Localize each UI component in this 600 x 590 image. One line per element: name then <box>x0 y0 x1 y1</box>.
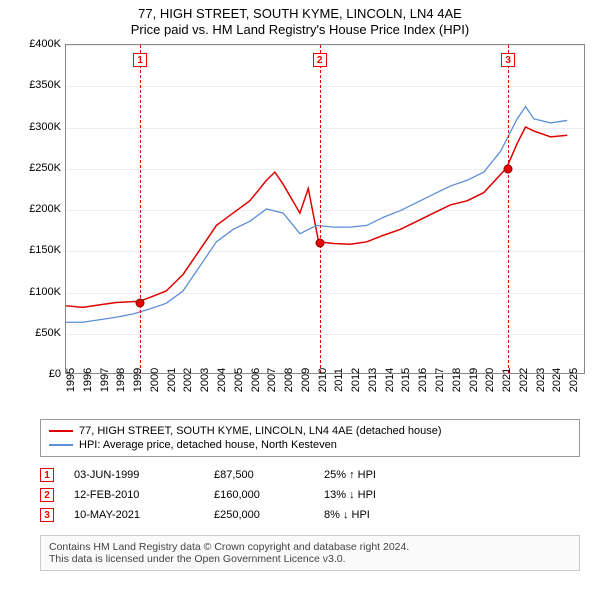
y-tick-label: £400K <box>11 38 61 50</box>
legend-label: 77, HIGH STREET, SOUTH KYME, LINCOLN, LN… <box>79 425 442 437</box>
y-tick-label: £300K <box>11 121 61 133</box>
legend-row: 77, HIGH STREET, SOUTH KYME, LINCOLN, LN… <box>49 424 571 438</box>
sale-diff: 8% ↓ HPI <box>324 509 424 521</box>
sales-marker-box: 1 <box>40 468 54 482</box>
y-tick-label: £200K <box>11 203 61 215</box>
plot-region: 1 2 3 <box>65 44 585 374</box>
sales-row: 3 10-MAY-2021 £250,000 8% ↓ HPI <box>40 505 580 525</box>
chart-area: 123 £0£50K£100K£150K£200K£250K£300K£350K… <box>35 44 595 414</box>
marker-line <box>320 45 321 373</box>
marker-dot <box>504 164 513 173</box>
marker-box: 1 <box>133 53 147 67</box>
footer-attribution: Contains HM Land Registry data © Crown c… <box>40 535 580 571</box>
line-series-svg <box>66 45 584 373</box>
marker-dot <box>315 239 324 248</box>
sales-row: 1 03-JUN-1999 £87,500 25% ↑ HPI <box>40 465 580 485</box>
marker-line <box>508 45 509 373</box>
sale-price: £160,000 <box>214 489 304 501</box>
legend-label: HPI: Average price, detached house, Nort… <box>79 439 337 451</box>
sales-marker-box: 2 <box>40 488 54 502</box>
marker-box: 3 <box>501 53 515 67</box>
sales-table: 1 03-JUN-1999 £87,500 25% ↑ HPI 2 12-FEB-2010… <box>40 465 580 525</box>
title-subtitle: Price paid vs. HM Land Registry's House … <box>0 22 600 37</box>
legend-swatch <box>49 430 73 432</box>
legend: 77, HIGH STREET, SOUTH KYME, LINCOLN, LN… <box>40 419 580 457</box>
title-block: 77, HIGH STREET, SOUTH KYME, LINCOLN, LN… <box>0 0 600 39</box>
x-tick-label: 2025 <box>568 368 600 392</box>
y-tick-label: £100K <box>11 286 61 298</box>
y-tick-label: £0 <box>11 368 61 380</box>
footer-line1: Contains HM Land Registry data © Crown c… <box>49 541 571 553</box>
sale-price: £87,500 <box>214 469 304 481</box>
legend-row: HPI: Average price, detached house, Nort… <box>49 438 571 452</box>
sales-row: 2 12-FEB-2010 £160,000 13% ↓ HPI <box>40 485 580 505</box>
y-tick-label: £350K <box>11 79 61 91</box>
series-property <box>66 127 567 307</box>
y-tick-label: £50K <box>11 327 61 339</box>
title-address: 77, HIGH STREET, SOUTH KYME, LINCOLN, LN… <box>0 6 600 21</box>
below-chart: 77, HIGH STREET, SOUTH KYME, LINCOLN, LN… <box>40 419 580 571</box>
series-hpi <box>66 107 567 323</box>
y-tick-label: £250K <box>11 162 61 174</box>
sale-diff: 13% ↓ HPI <box>324 489 424 501</box>
marker-dot <box>136 298 145 307</box>
chart-container: 77, HIGH STREET, SOUTH KYME, LINCOLN, LN… <box>0 0 600 590</box>
sale-diff: 25% ↑ HPI <box>324 469 424 481</box>
footer-line2: This data is licensed under the Open Gov… <box>49 553 571 565</box>
sale-price: £250,000 <box>214 509 304 521</box>
marker-line <box>140 45 141 373</box>
legend-swatch <box>49 444 73 446</box>
y-tick-label: £150K <box>11 244 61 256</box>
sales-marker-box: 3 <box>40 508 54 522</box>
sale-date: 12-FEB-2010 <box>74 489 194 501</box>
sale-date: 10-MAY-2021 <box>74 509 194 521</box>
marker-box: 2 <box>313 53 327 67</box>
sale-date: 03-JUN-1999 <box>74 469 194 481</box>
